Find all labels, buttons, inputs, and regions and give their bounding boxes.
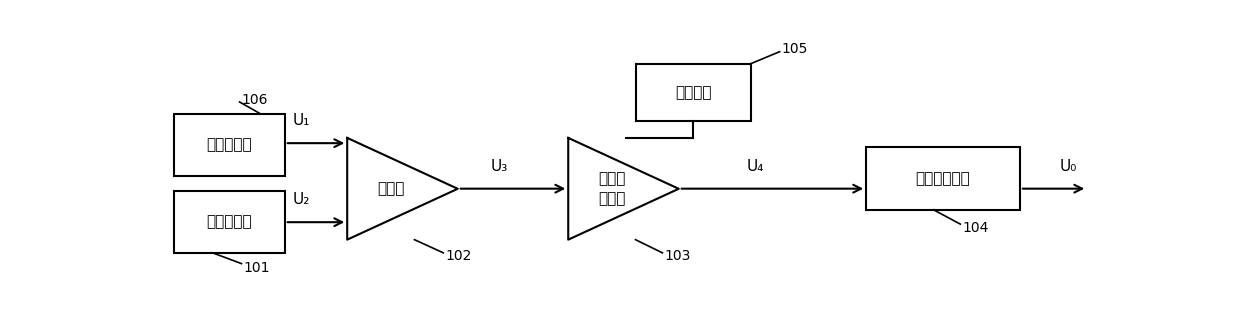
- Text: 104: 104: [962, 221, 988, 235]
- Text: U₁: U₁: [293, 113, 310, 128]
- Text: 106: 106: [242, 93, 268, 107]
- Text: 103: 103: [665, 249, 691, 263]
- Text: U₃: U₃: [490, 159, 507, 174]
- Text: U₀: U₀: [1059, 159, 1076, 174]
- Text: 102: 102: [445, 249, 471, 263]
- Text: 101: 101: [243, 261, 270, 275]
- Text: 105: 105: [781, 42, 808, 56]
- Text: 信号发生器: 信号发生器: [207, 137, 252, 153]
- Text: 大电路: 大电路: [599, 192, 626, 207]
- Text: 供电电源: 供电电源: [675, 85, 712, 100]
- Text: 第一滤波电路: 第一滤波电路: [915, 171, 971, 186]
- FancyBboxPatch shape: [174, 191, 285, 253]
- Text: 功率放: 功率放: [599, 171, 626, 186]
- Text: U₂: U₂: [293, 192, 310, 207]
- Text: 比较器: 比较器: [378, 181, 405, 196]
- FancyBboxPatch shape: [866, 147, 1019, 210]
- Text: U₄: U₄: [746, 159, 764, 174]
- FancyBboxPatch shape: [174, 114, 285, 176]
- FancyBboxPatch shape: [635, 64, 751, 121]
- Text: 波形发生器: 波形发生器: [207, 214, 252, 229]
